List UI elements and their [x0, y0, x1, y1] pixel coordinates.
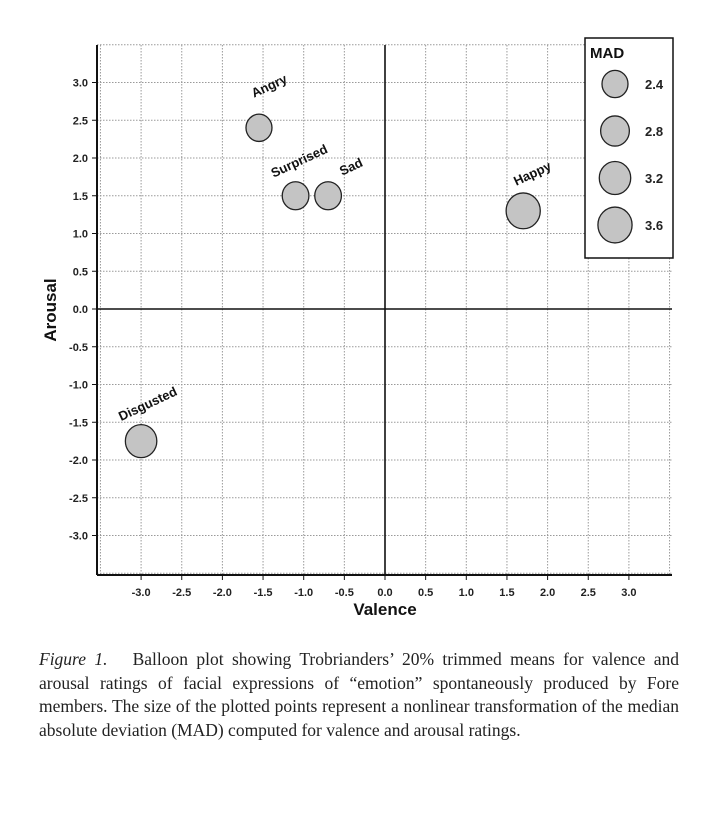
- y-tick-label: 1.5: [73, 191, 88, 203]
- y-tick-label: 1.0: [73, 229, 88, 241]
- y-tick-label: -3.0: [69, 531, 88, 543]
- y-tick-label: 2.5: [73, 115, 88, 127]
- x-tick-label: 0.0: [377, 587, 392, 599]
- x-tick-label: -2.0: [213, 587, 232, 599]
- legend-balloon: [601, 69, 629, 99]
- legend-entry-label: 2.4: [645, 77, 664, 92]
- x-tick-label: -1.5: [254, 587, 273, 599]
- y-tick-label: 0.0: [73, 304, 88, 316]
- x-tick-label: -1.0: [294, 587, 313, 599]
- legend-entries: 2.4 2.8 3.2 3.6: [597, 69, 664, 244]
- x-ticks: -3.0 -2.5 -2.0 -1.5 -1.0 -0.5 0.0 0.5 1.0 1.5 2.0 2…: [132, 575, 637, 599]
- x-tick-label: 1.0: [459, 587, 474, 599]
- figure-caption: Figure 1. Balloon plot showing Trobriand…: [39, 648, 679, 742]
- x-tick-label: 3.0: [621, 587, 636, 599]
- caption-text: Balloon plot showing Trobrianders’ 20% t…: [39, 649, 680, 740]
- x-axis-label: Valence: [353, 600, 416, 619]
- legend-entry-label: 2.8: [645, 124, 663, 139]
- legend-title: MAD: [590, 45, 624, 62]
- y-axis-label: Arousal: [41, 278, 60, 341]
- point-label-surprised: Surprised: [268, 141, 329, 180]
- data-point-happy: [505, 192, 541, 230]
- y-tick-label: -2.5: [69, 493, 88, 505]
- y-tick-label: -0.5: [69, 342, 88, 354]
- data-point-angry: [245, 113, 273, 143]
- figure-label: Figure 1.: [39, 649, 108, 669]
- point-label-disgusted: Disgusted: [116, 384, 179, 424]
- data-point-sad: [314, 181, 343, 211]
- y-tick-label: -2.0: [69, 455, 88, 467]
- legend-balloon: [597, 206, 633, 244]
- y-ticks: 3.0 2.5 2.0 1.5 1.0 0.5 0.0 -0.5 -1.0 -1.5 -2.0 -2.…: [69, 78, 97, 543]
- x-tick-label: 2.5: [581, 587, 596, 599]
- x-tick-label: 0.5: [418, 587, 433, 599]
- y-tick-label: 0.5: [73, 266, 88, 278]
- y-tick-label: -1.5: [69, 417, 88, 429]
- balloon-plot: -3.0 -2.5 -2.0 -1.5 -1.0 -0.5 0.0 0.5 1.0 1.5 2.0 2…: [41, 37, 674, 619]
- data-point-surprised: [281, 181, 310, 211]
- y-tick-label: 3.0: [73, 78, 88, 90]
- x-tick-label: -0.5: [335, 587, 354, 599]
- legend-entry-label: 3.6: [645, 218, 663, 233]
- legend-balloon: [599, 115, 631, 147]
- y-tick-label: 2.0: [73, 153, 88, 165]
- legend-entry-label: 3.2: [645, 171, 663, 186]
- x-tick-label: -2.5: [172, 587, 191, 599]
- legend: MAD 2.4 2.8 3.2 3.6: [584, 37, 674, 259]
- y-tick-label: -1.0: [69, 380, 88, 392]
- legend-balloon: [598, 160, 632, 196]
- data-point-disgusted: [124, 423, 158, 459]
- x-tick-label: 2.0: [540, 587, 555, 599]
- point-label-angry: Angry: [249, 71, 290, 101]
- x-tick-label: -3.0: [132, 587, 151, 599]
- x-tick-label: 1.5: [499, 587, 514, 599]
